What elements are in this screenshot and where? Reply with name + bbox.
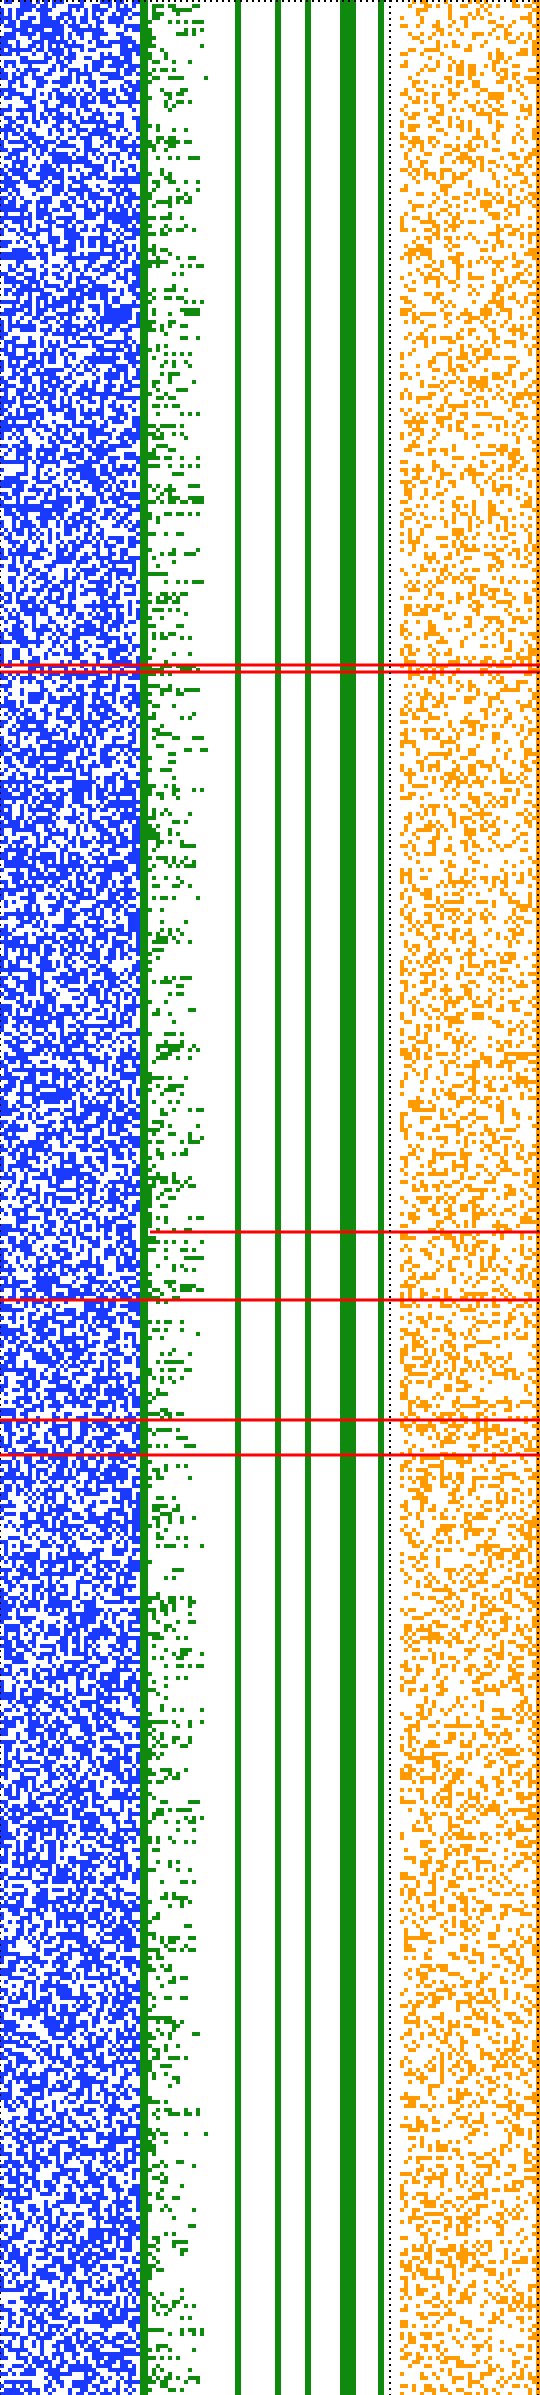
green-bar-group [235,0,384,2395]
green-bar-3 [340,0,356,2395]
orange-noise-column [400,0,540,2395]
blue-noise-column [0,0,140,2395]
green-bar-0 [235,0,241,2395]
green-edge-column [140,0,208,2395]
green-bar-2 [305,0,311,2395]
green-bar-1 [275,0,281,2395]
green-bar-4 [378,0,384,2395]
data-visualization [0,0,540,2395]
